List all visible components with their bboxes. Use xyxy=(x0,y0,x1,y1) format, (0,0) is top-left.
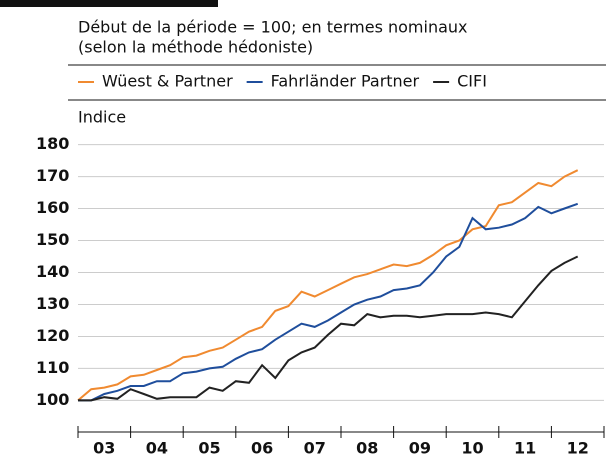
subtitle: (selon la méthode hédoniste) xyxy=(78,38,313,57)
x-tick-label: 07 xyxy=(304,439,326,458)
legend: Wüest & Partner Fahrländer Partner CIFI xyxy=(78,72,487,91)
y-tick-label: 100 xyxy=(36,390,69,409)
y-axis-label: Indice xyxy=(78,108,126,127)
y-tick-label: 130 xyxy=(36,294,69,313)
x-tick-label: 10 xyxy=(461,439,483,458)
series-line xyxy=(77,169,579,402)
legend-label: Fahrländer Partner xyxy=(271,72,420,91)
y-tick-label: 150 xyxy=(36,230,69,249)
x-tick-label: 12 xyxy=(567,439,589,458)
header-bar xyxy=(0,0,218,7)
x-tick-label: 04 xyxy=(146,439,168,458)
series-line xyxy=(78,202,579,402)
y-tick-label: 140 xyxy=(36,262,69,281)
y-tick-label: 180 xyxy=(36,134,69,153)
legend-label: CIFI xyxy=(457,72,487,91)
y-tick-label: 160 xyxy=(36,198,69,217)
x-tick-label: 05 xyxy=(198,439,220,458)
x-tick-label: 03 xyxy=(93,439,115,458)
x-tick-label: 09 xyxy=(409,439,431,458)
legend-label: Wüest & Partner xyxy=(102,72,233,91)
y-tick-label: 120 xyxy=(36,326,69,345)
x-tick-label: 06 xyxy=(251,439,273,458)
y-tick-label: 170 xyxy=(36,166,69,185)
y-tick-label: 110 xyxy=(36,358,69,377)
subtitle: Début de la période = 100; en termes nom… xyxy=(78,18,468,37)
series-line xyxy=(78,255,579,402)
x-tick-label: 11 xyxy=(514,439,536,458)
x-tick-label: 08 xyxy=(356,439,378,458)
